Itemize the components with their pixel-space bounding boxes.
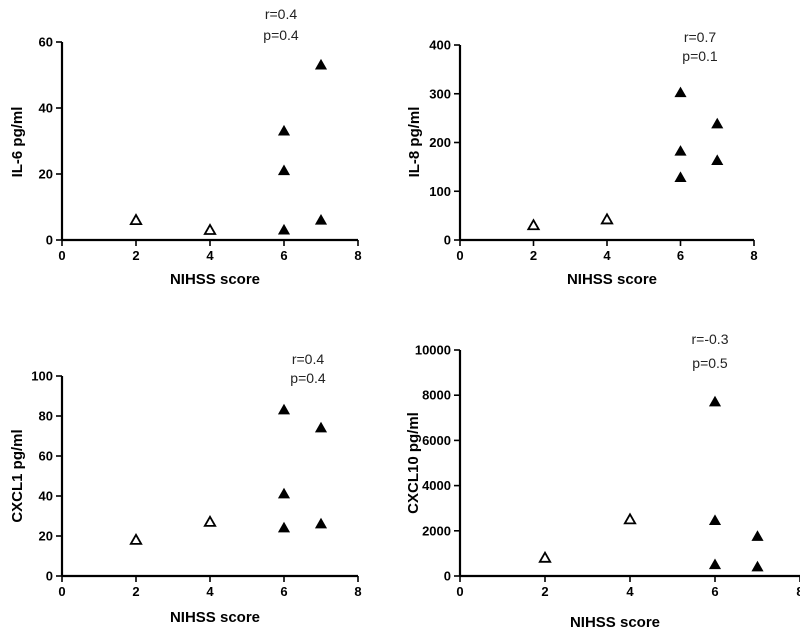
x-axis-label: NIHSS score bbox=[170, 609, 260, 626]
x-tick-label: 2 bbox=[132, 584, 139, 599]
x-tick-label: 6 bbox=[711, 584, 718, 599]
correlation-r-label: r=0.4 bbox=[265, 6, 298, 22]
p-value-label: p=0.4 bbox=[290, 370, 326, 386]
filled-triangle-point bbox=[277, 403, 291, 415]
filled-triangle-point bbox=[708, 558, 722, 570]
chart-panel-2: 0 100 200 300 400 0 2 4 6 8 NIHSS score IL-8 pg/ml r… bbox=[406, 29, 758, 288]
correlation-r-label: r=-0.3 bbox=[692, 331, 729, 347]
x-tick-label: 8 bbox=[354, 584, 361, 599]
y-tick-label: 10000 bbox=[415, 343, 451, 358]
y-tick-label: 40 bbox=[39, 101, 53, 116]
filled-triangle-point bbox=[277, 223, 291, 235]
chart-panel-1: 0 20 40 60 0 2 4 6 8 NIHSS score IL-6 pg/ml r=0.4 p=… bbox=[9, 6, 362, 288]
y-tick-label: 0 bbox=[46, 569, 53, 584]
x-tick-label: 0 bbox=[456, 584, 463, 599]
x-axis-label: NIHSS score bbox=[170, 271, 260, 288]
y-tick-label: 80 bbox=[39, 409, 53, 424]
chart-panel-3: 0 20 40 60 80 100 0 2 4 6 8 NIHSS score CXCL1 pg/ml r… bbox=[9, 351, 362, 626]
x-tick-label: 6 bbox=[280, 248, 287, 263]
open-triangle-point bbox=[623, 512, 637, 525]
filled-triangle-point bbox=[711, 117, 724, 129]
filled-triangle-point bbox=[277, 521, 291, 533]
filled-triangle-point bbox=[314, 213, 328, 225]
filled-triangle-point bbox=[708, 395, 722, 407]
y-tick-label: 60 bbox=[39, 35, 53, 50]
filled-triangle-point bbox=[674, 145, 687, 156]
correlation-r-label: r=0.7 bbox=[684, 29, 717, 45]
x-tick-label: 2 bbox=[132, 248, 139, 263]
filled-triangle-point bbox=[674, 171, 687, 182]
y-axis-label: IL-8 pg/ml bbox=[406, 107, 423, 178]
y-tick-label: 4000 bbox=[422, 478, 451, 493]
p-value-label: p=0.5 bbox=[692, 355, 728, 371]
x-tick-label: 4 bbox=[206, 584, 214, 599]
y-tick-label: 300 bbox=[429, 86, 451, 101]
x-tick-label: 6 bbox=[280, 584, 287, 599]
open-triangle-point bbox=[203, 223, 217, 235]
open-triangle-point bbox=[538, 550, 552, 563]
x-tick-label: 4 bbox=[603, 248, 611, 263]
filled-triangle-point bbox=[314, 58, 328, 70]
open-triangle-point bbox=[129, 213, 143, 226]
filled-triangle-point bbox=[674, 86, 687, 98]
filled-triangle-point bbox=[314, 517, 328, 529]
y-tick-label: 100 bbox=[429, 184, 451, 199]
x-tick-label: 4 bbox=[626, 584, 634, 599]
correlation-r-label: r=0.4 bbox=[292, 351, 325, 367]
x-axis-label: NIHSS score bbox=[567, 271, 657, 288]
y-tick-label: 200 bbox=[429, 135, 451, 150]
y-tick-label: 40 bbox=[39, 489, 53, 504]
filled-triangle-point bbox=[751, 560, 764, 572]
y-tick-label: 0 bbox=[444, 569, 451, 584]
filled-triangle-point bbox=[708, 514, 722, 526]
y-tick-label: 0 bbox=[444, 233, 451, 248]
x-tick-label: 8 bbox=[796, 584, 800, 599]
y-tick-label: 60 bbox=[39, 449, 53, 464]
y-tick-label: 2000 bbox=[422, 523, 451, 538]
y-tick-label: 400 bbox=[429, 38, 451, 53]
x-tick-label: 0 bbox=[58, 248, 65, 263]
x-tick-label: 0 bbox=[58, 584, 65, 599]
open-triangle-point bbox=[129, 532, 143, 545]
y-tick-label: 20 bbox=[39, 167, 53, 182]
filled-triangle-point bbox=[277, 164, 291, 176]
y-axis-label: IL-6 pg/ml bbox=[9, 107, 26, 178]
y-tick-label: 6000 bbox=[422, 433, 451, 448]
filled-triangle-point bbox=[711, 154, 724, 165]
filled-triangle-point bbox=[751, 530, 764, 541]
x-tick-label: 2 bbox=[530, 248, 537, 263]
p-value-label: p=0.1 bbox=[682, 48, 718, 64]
open-triangle-point bbox=[203, 514, 217, 527]
x-tick-label: 8 bbox=[354, 248, 361, 263]
chart-panel-4: 0 2000 4000 6000 8000 10000 0 2 4 6 8 NIHSS score CX… bbox=[405, 331, 800, 631]
x-tick-label: 8 bbox=[750, 248, 757, 263]
filled-triangle-point bbox=[314, 421, 328, 433]
y-axis-label: CXCL10 pg/ml bbox=[405, 412, 422, 514]
y-tick-label: 8000 bbox=[422, 388, 451, 403]
open-triangle-point bbox=[600, 212, 614, 225]
filled-triangle-point bbox=[277, 124, 291, 136]
filled-triangle-point bbox=[277, 487, 291, 499]
p-value-label: p=0.4 bbox=[263, 27, 299, 43]
y-axis-label: CXCL1 pg/ml bbox=[9, 429, 26, 522]
open-triangle-point bbox=[526, 218, 541, 231]
y-tick-label: 20 bbox=[39, 529, 53, 544]
x-tick-label: 6 bbox=[677, 248, 684, 263]
x-tick-label: 0 bbox=[456, 248, 463, 263]
x-tick-label: 2 bbox=[541, 584, 548, 599]
y-tick-label: 0 bbox=[46, 233, 53, 248]
y-tick-label: 100 bbox=[31, 369, 53, 384]
x-tick-label: 4 bbox=[206, 248, 214, 263]
x-axis-label: NIHSS score bbox=[570, 614, 660, 631]
